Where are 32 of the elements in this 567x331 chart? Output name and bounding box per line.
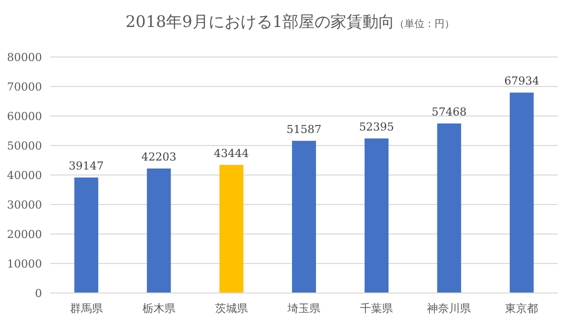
x-tick-label: 茨城県	[214, 302, 248, 315]
x-tick-label: 群馬県	[70, 302, 103, 315]
data-label: 67934	[504, 74, 540, 88]
y-tick-label: 70000	[7, 80, 42, 94]
x-tick-label: 千葉県	[360, 302, 394, 315]
data-label: 52395	[359, 120, 394, 134]
bar	[74, 178, 98, 293]
x-tick-label: 東京都	[505, 302, 538, 315]
bar	[437, 123, 462, 293]
data-label: 43444	[214, 146, 249, 160]
bar	[219, 164, 244, 293]
data-label: 42203	[141, 150, 176, 164]
y-tick-label: 80000	[7, 51, 42, 64]
y-tick-label: 40000	[7, 169, 42, 182]
bar	[510, 92, 534, 293]
chart-subtitle: （単位：円）	[394, 18, 455, 30]
bar	[364, 138, 389, 293]
data-label: 57468	[432, 105, 467, 118]
y-tick-label: 10000	[7, 258, 42, 270]
y-tick-label: 60000	[7, 110, 42, 123]
bar	[146, 168, 171, 293]
chart-title: 2018年9月における1部屋の家賃動向	[125, 12, 395, 31]
data-label: 39147	[68, 160, 104, 173]
x-tick-label: 栃木県	[142, 302, 176, 315]
y-tick-label: 30000	[7, 198, 42, 212]
data-label: 51587	[286, 122, 322, 136]
x-tick-label: 埼玉県	[286, 302, 320, 315]
y-tick-label: 0	[35, 287, 42, 300]
bar	[292, 140, 316, 293]
x-tick-label: 神奈川県	[427, 302, 472, 315]
y-tick-label: 50000	[7, 140, 42, 152]
y-tick-label: 20000	[7, 228, 42, 241]
